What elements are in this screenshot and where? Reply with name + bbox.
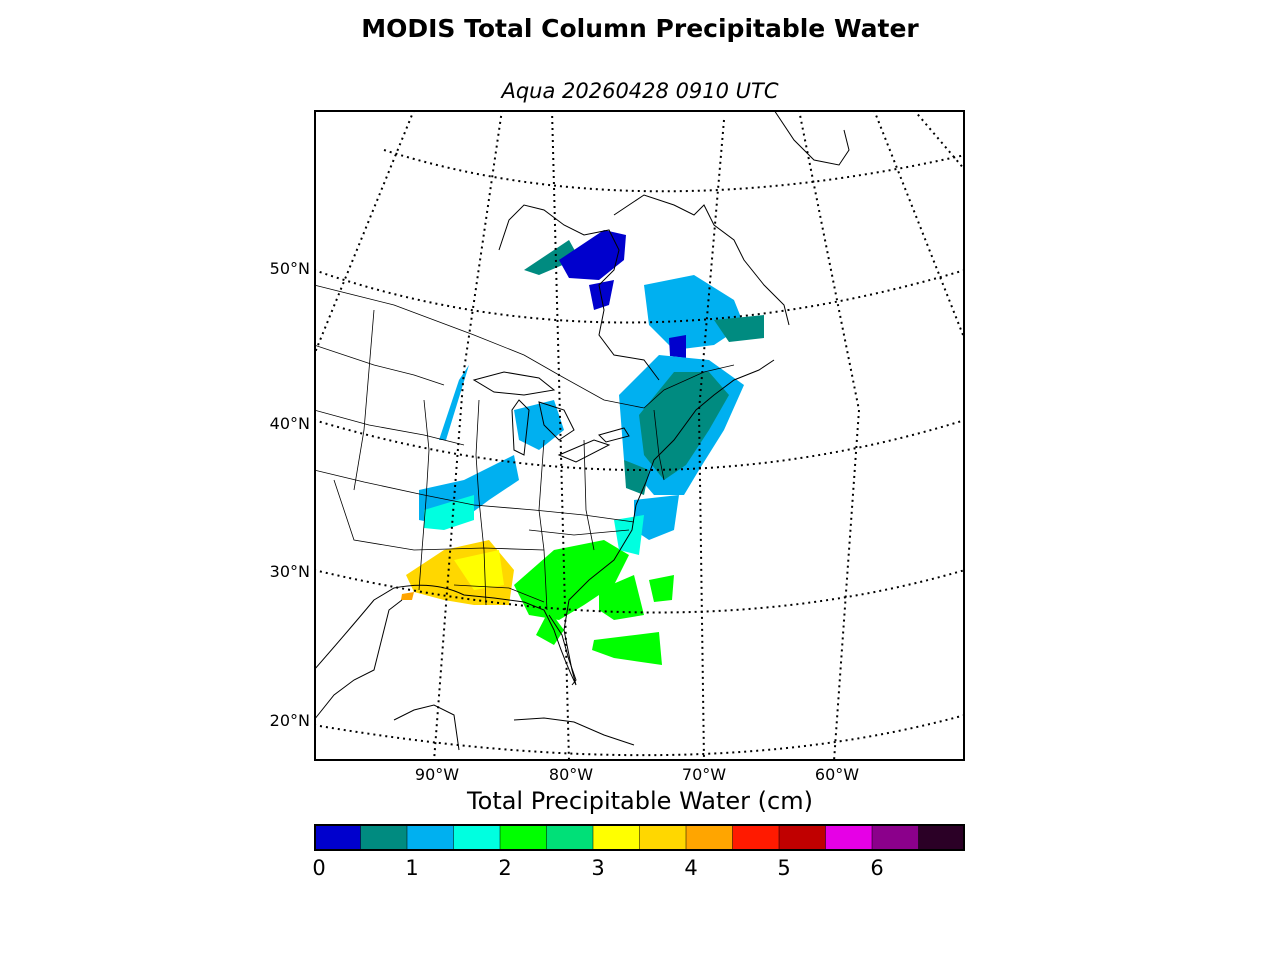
lake-superior xyxy=(472,371,556,396)
coastline-labrador xyxy=(613,194,790,326)
tpw-region-orange xyxy=(401,592,414,600)
state-border xyxy=(353,309,375,491)
tpw-region-green xyxy=(599,575,644,620)
lake-michigan xyxy=(511,399,530,456)
meridian-80w xyxy=(551,110,570,761)
colorbar-tick-label: 6 xyxy=(870,856,884,880)
state-border xyxy=(528,529,630,536)
colorbar-tick-label: 1 xyxy=(405,856,419,880)
colorbar xyxy=(314,824,965,851)
colorbar-bin xyxy=(872,824,919,851)
lat-label-40n: 40°N xyxy=(269,414,310,433)
colorbar-frame xyxy=(314,824,965,851)
parallel-50n xyxy=(314,269,965,324)
us-canada-border xyxy=(314,284,735,409)
lat-label-50n: 50°N xyxy=(269,259,310,278)
meridian-70w xyxy=(697,119,725,761)
colorbar-tick-label: 2 xyxy=(498,856,512,880)
tpw-region-dark-teal xyxy=(524,240,579,275)
coastlines xyxy=(314,110,850,751)
colorbar-tick-label: 3 xyxy=(591,856,605,880)
lon-label-90w: 90°W xyxy=(414,765,460,784)
tpw-region-aqua xyxy=(424,495,474,530)
colorbar-tick-label: 0 xyxy=(312,856,326,880)
tpw-region-light-blue xyxy=(644,275,744,350)
tpw-region-dark-teal xyxy=(624,460,649,495)
lat-label-20n: 20°N xyxy=(269,711,310,730)
parallel-60n xyxy=(383,149,965,193)
state-border xyxy=(453,584,545,603)
lat-label-30n: 30°N xyxy=(269,562,310,581)
colorbar-bin xyxy=(639,824,686,851)
tpw-region-light-blue xyxy=(439,365,469,440)
colorbar-bin xyxy=(593,824,640,851)
state-border xyxy=(314,469,635,523)
colorbar-bin xyxy=(546,824,593,851)
lake-ontario xyxy=(598,427,630,443)
colorbar-tick-label: 4 xyxy=(684,856,698,880)
colorbar-bin xyxy=(407,824,454,851)
coastline-cuba xyxy=(513,717,635,746)
lon-label-80w: 80°W xyxy=(548,765,594,784)
lake-erie xyxy=(557,439,611,463)
tpw-region-blue xyxy=(559,230,626,280)
colorbar-bin xyxy=(453,824,500,851)
tpw-region-light-blue xyxy=(514,400,564,450)
colorbar-title: Total Precipitable Water (cm) xyxy=(467,787,813,815)
state-border xyxy=(314,409,465,446)
tpw-region-green xyxy=(649,575,674,602)
coastline-texas-mexico xyxy=(314,599,403,721)
colorbar-bin xyxy=(918,824,965,851)
colorbar-bin xyxy=(779,824,826,851)
map-frame xyxy=(314,110,965,761)
tpw-region-green xyxy=(514,540,629,620)
state-border xyxy=(538,439,548,611)
colorbar-bin xyxy=(686,824,733,851)
state-border xyxy=(418,399,430,591)
lon-label-60w: 60°W xyxy=(814,765,860,784)
coastline-florida xyxy=(548,614,577,686)
coastline-yucatan xyxy=(393,704,460,751)
lake-huron xyxy=(538,401,575,441)
meridian-100w xyxy=(314,110,415,356)
colorbar-tick-label: 5 xyxy=(777,856,791,880)
tpw-region-yellow xyxy=(454,550,504,590)
state-border xyxy=(333,479,545,551)
tpw-region-light-blue xyxy=(634,495,679,540)
political-borders xyxy=(314,284,735,611)
tpw-region-green xyxy=(592,632,662,665)
colorbar-bin xyxy=(825,824,872,851)
great-lakes xyxy=(472,371,630,463)
state-border xyxy=(583,439,595,551)
colorbar-bin xyxy=(314,824,361,851)
map-panel xyxy=(314,110,965,761)
coastline-hudson-bay xyxy=(498,204,660,381)
colorbar-bin xyxy=(732,824,779,851)
state-border xyxy=(314,344,445,386)
meridian-50w xyxy=(913,110,965,171)
parallel-30n xyxy=(314,569,965,614)
graticule xyxy=(314,110,965,761)
coastline-greenland xyxy=(773,110,850,166)
meridian-50w-lower xyxy=(873,110,965,341)
parallel-20n xyxy=(314,714,965,757)
state-border xyxy=(653,409,665,481)
tpw-region-blue xyxy=(669,335,686,358)
tpw-field xyxy=(401,230,764,665)
map-title: MODIS Total Column Precipitable Water xyxy=(361,14,919,43)
colorbar-bin xyxy=(360,824,407,851)
lon-label-70w: 70°W xyxy=(681,765,727,784)
meridian-60w xyxy=(798,110,861,761)
tpw-region-dark-teal xyxy=(714,315,764,342)
map-subtitle: Aqua 20260428 0910 UTC xyxy=(501,79,779,103)
tpw-region-green xyxy=(536,610,564,645)
colorbar-bin xyxy=(500,824,547,851)
state-border xyxy=(475,399,487,606)
